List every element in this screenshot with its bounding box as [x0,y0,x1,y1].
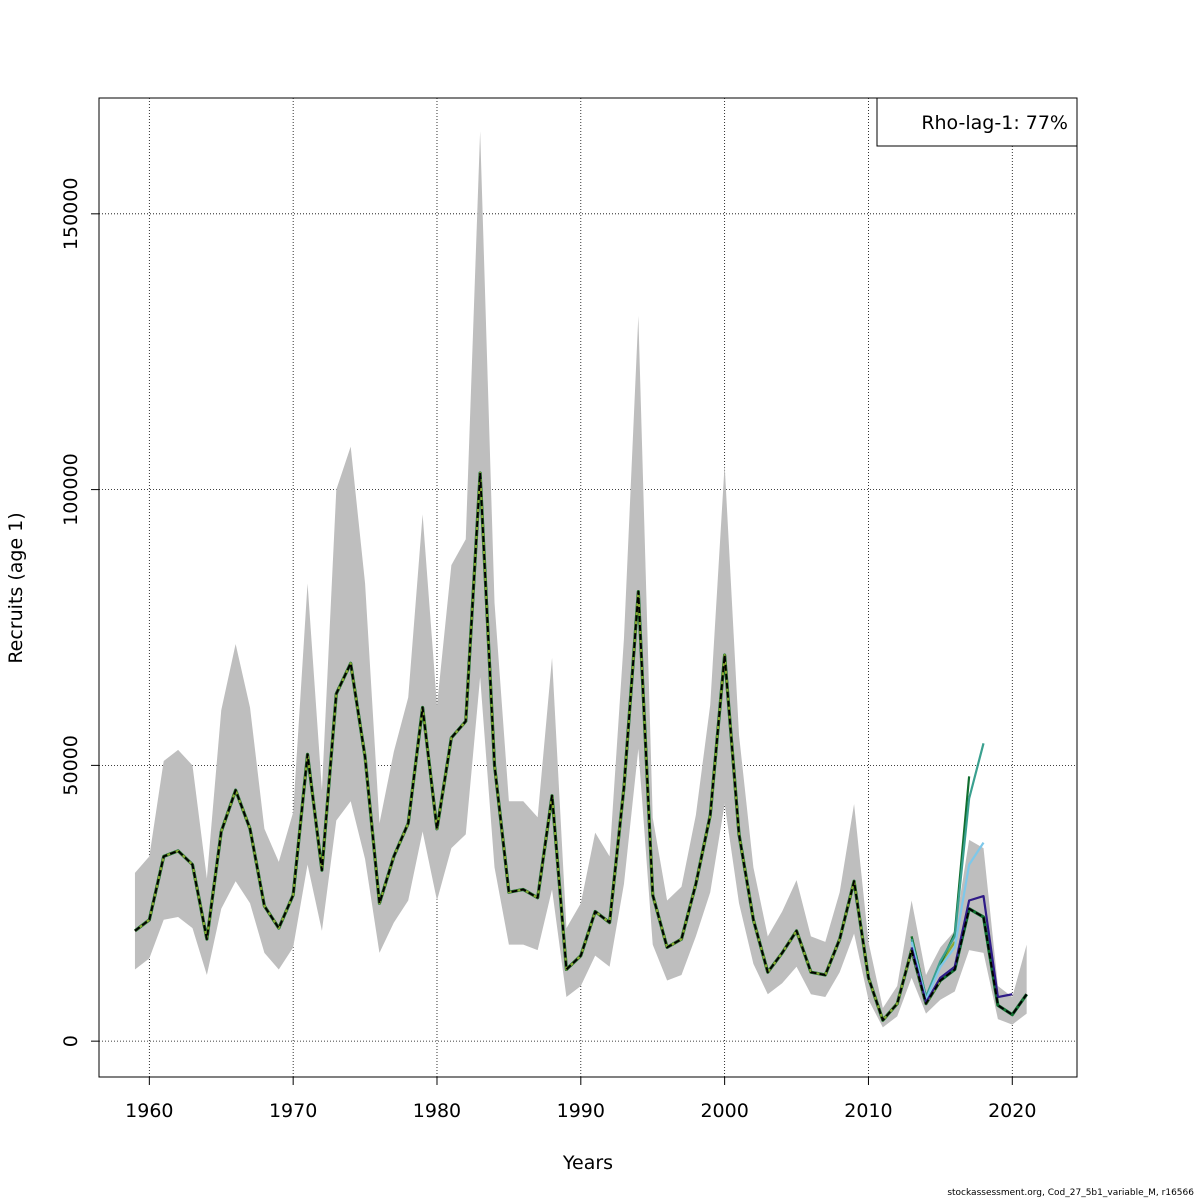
grid [99,98,1077,1077]
x-tick-label: 1980 [413,1100,461,1122]
legend-text: Rho-lag-1: 77% [921,112,1068,134]
x-tick-label: 1990 [557,1100,605,1122]
y-tick-label: 0 [60,1035,82,1047]
x-axis: 1960 1970 1980 1990 2000 2010 2020 [125,1076,1036,1122]
x-tick-label: 1970 [269,1100,317,1122]
series-line-retro-1 [910,894,1013,1004]
series-layer [133,471,1028,1022]
series-line-final-estimate [134,472,1028,1022]
x-axis-label: Years [562,1152,613,1174]
legend: Rho-lag-1: 77% [876,97,1078,147]
y-tick-label: 50000 [60,735,82,795]
x-tick-label: 2010 [844,1100,892,1122]
y-axis-label: Recruits (age 1) [5,512,27,663]
confidence-band [134,131,1027,1028]
x-tick-label: 1960 [125,1100,173,1122]
y-axis: 0 50000 100000 150000 [60,178,100,1047]
y-tick-label: 150000 [60,178,82,251]
footer-caption: stockassessment.org, Cod_27_5b1_variable… [947,1188,1194,1198]
x-tick-label: 2000 [700,1100,748,1122]
legend-box [876,97,1078,147]
confidence-interval-band [134,131,1027,1028]
x-tick-label: 2020 [988,1100,1036,1122]
y-tick-label: 100000 [60,453,82,526]
